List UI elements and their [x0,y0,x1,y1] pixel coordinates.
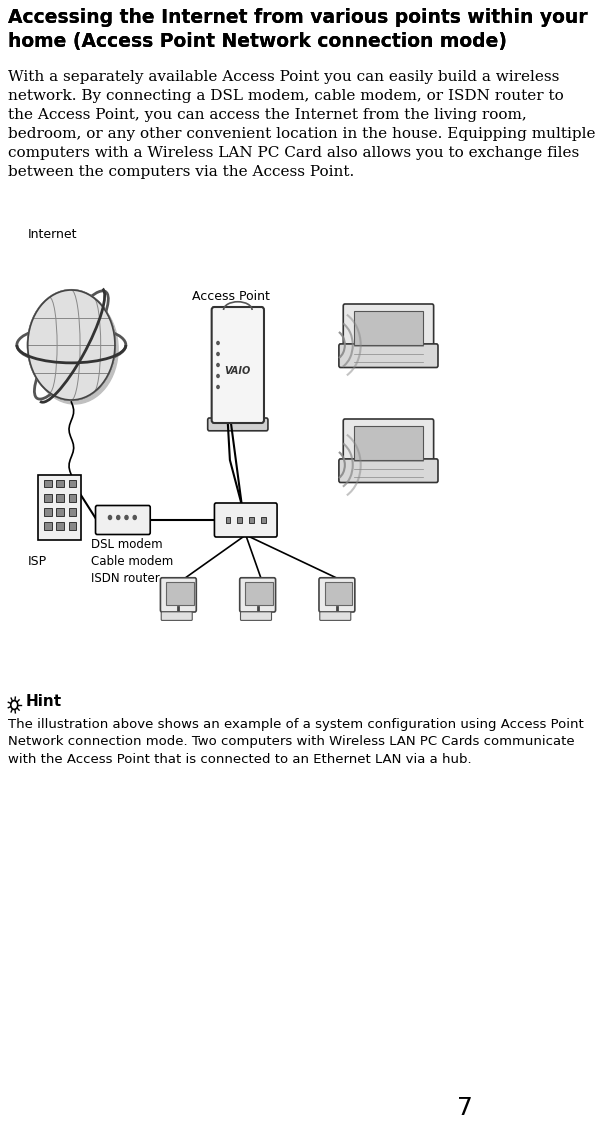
Circle shape [28,290,115,400]
FancyBboxPatch shape [343,304,434,350]
Bar [44,523,52,531]
Text: DSL modem
Cable modem
ISDN router: DSL modem Cable modem ISDN router [91,538,173,585]
Bar [353,311,424,344]
Bar [238,517,242,523]
Circle shape [11,700,18,710]
FancyBboxPatch shape [241,612,271,621]
Bar [68,480,76,487]
Text: With a separately available Access Point you can easily build a wireless
network: With a separately available Access Point… [8,69,596,179]
FancyBboxPatch shape [161,612,192,621]
FancyBboxPatch shape [161,577,196,612]
FancyBboxPatch shape [240,577,276,612]
FancyBboxPatch shape [96,506,150,534]
FancyBboxPatch shape [339,459,438,483]
Bar [225,517,230,523]
Bar [44,494,52,501]
FancyBboxPatch shape [339,344,438,368]
Bar [56,508,64,516]
FancyBboxPatch shape [208,418,268,431]
Bar [353,426,424,459]
Text: The illustration above shows an example of a system configuration using Access P: The illustration above shows an example … [8,718,584,767]
Bar [68,494,76,501]
FancyBboxPatch shape [215,503,277,536]
FancyBboxPatch shape [319,577,355,612]
Circle shape [31,294,118,404]
Circle shape [108,516,112,519]
Circle shape [28,290,115,400]
Bar [245,582,273,605]
Bar [56,494,64,501]
FancyBboxPatch shape [343,419,434,465]
Circle shape [133,516,136,519]
Text: 7: 7 [456,1096,473,1120]
Circle shape [125,516,128,519]
Bar [166,582,194,605]
Circle shape [217,375,219,377]
Circle shape [217,342,219,344]
Circle shape [217,352,219,355]
Circle shape [116,516,120,519]
Bar [68,523,76,531]
Text: Hint: Hint [25,695,61,710]
Text: Accessing the Internet from various points within your
home (Access Point Networ: Accessing the Internet from various poin… [8,8,588,51]
Circle shape [217,385,219,388]
Text: Accessing the Internet from various points within your home (Access Point Networ: Accessing the Internet from various poin… [8,8,588,50]
Bar [44,508,52,516]
Bar [68,508,76,516]
Circle shape [217,363,219,367]
Text: VAIO: VAIO [225,366,251,376]
Text: Internet: Internet [28,228,77,241]
Bar [325,582,352,605]
Bar [38,475,81,540]
Bar [261,517,266,523]
Text: Access Point: Access Point [192,290,270,303]
Bar [44,480,52,487]
FancyBboxPatch shape [320,612,351,621]
Bar [249,517,254,523]
FancyBboxPatch shape [211,308,264,423]
Bar [56,523,64,531]
Text: ISP: ISP [28,555,47,568]
Bar [56,480,64,487]
